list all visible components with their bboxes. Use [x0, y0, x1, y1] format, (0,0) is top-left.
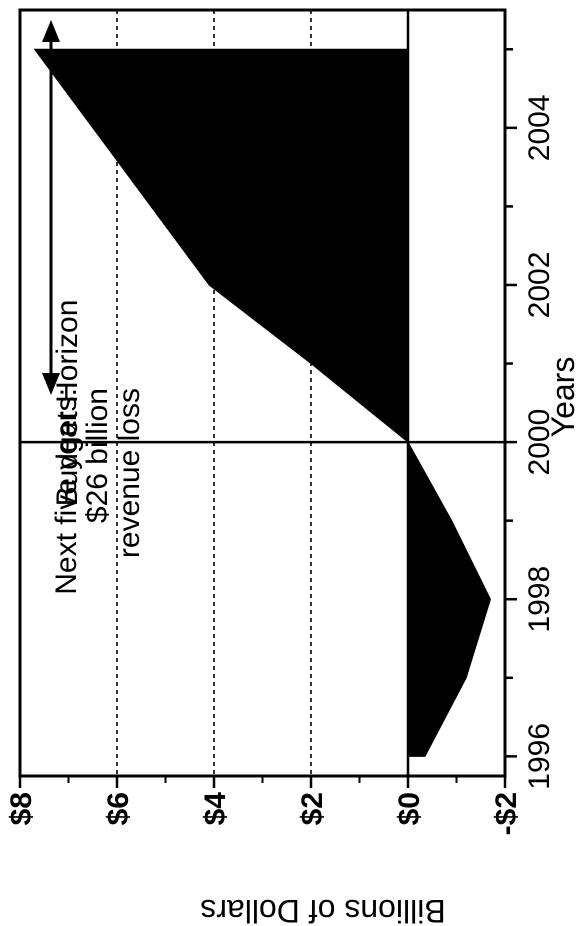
budget-horizon-label: Budget Horizon — [51, 300, 84, 507]
x-tick-label: 1998 — [523, 566, 556, 633]
plot-area — [18, 8, 517, 788]
y-tick-label: $8 — [5, 792, 38, 825]
x-tick-label: 1996 — [523, 723, 556, 790]
annotation-line-3: revenue loss — [113, 388, 146, 558]
y-tick-label: $4 — [199, 792, 232, 826]
x-axis-title: Years — [545, 357, 581, 438]
x-tick-label: 2002 — [523, 252, 556, 319]
y-tick-label: $6 — [102, 792, 135, 825]
annotation-line-2: $26 billion — [81, 388, 114, 523]
budget-horizon-arrow-head-bottom — [42, 373, 60, 395]
y-tick-label: $2 — [296, 792, 329, 825]
y-tick-label: $0 — [393, 792, 426, 825]
x-tick-label: 2004 — [523, 94, 556, 161]
series-area — [33, 48, 491, 757]
y-tick-label: -$2 — [490, 792, 523, 835]
x-tick-label: 2000 — [523, 409, 556, 476]
budget-horizon-arrow-head-top — [42, 20, 60, 42]
y-axis-title: Billions of Dollars — [200, 893, 445, 926]
chart-text: Billions of Dollars Years Budget Horizon… — [5, 94, 581, 926]
annotation-line-1: Next five years: — [50, 388, 83, 595]
